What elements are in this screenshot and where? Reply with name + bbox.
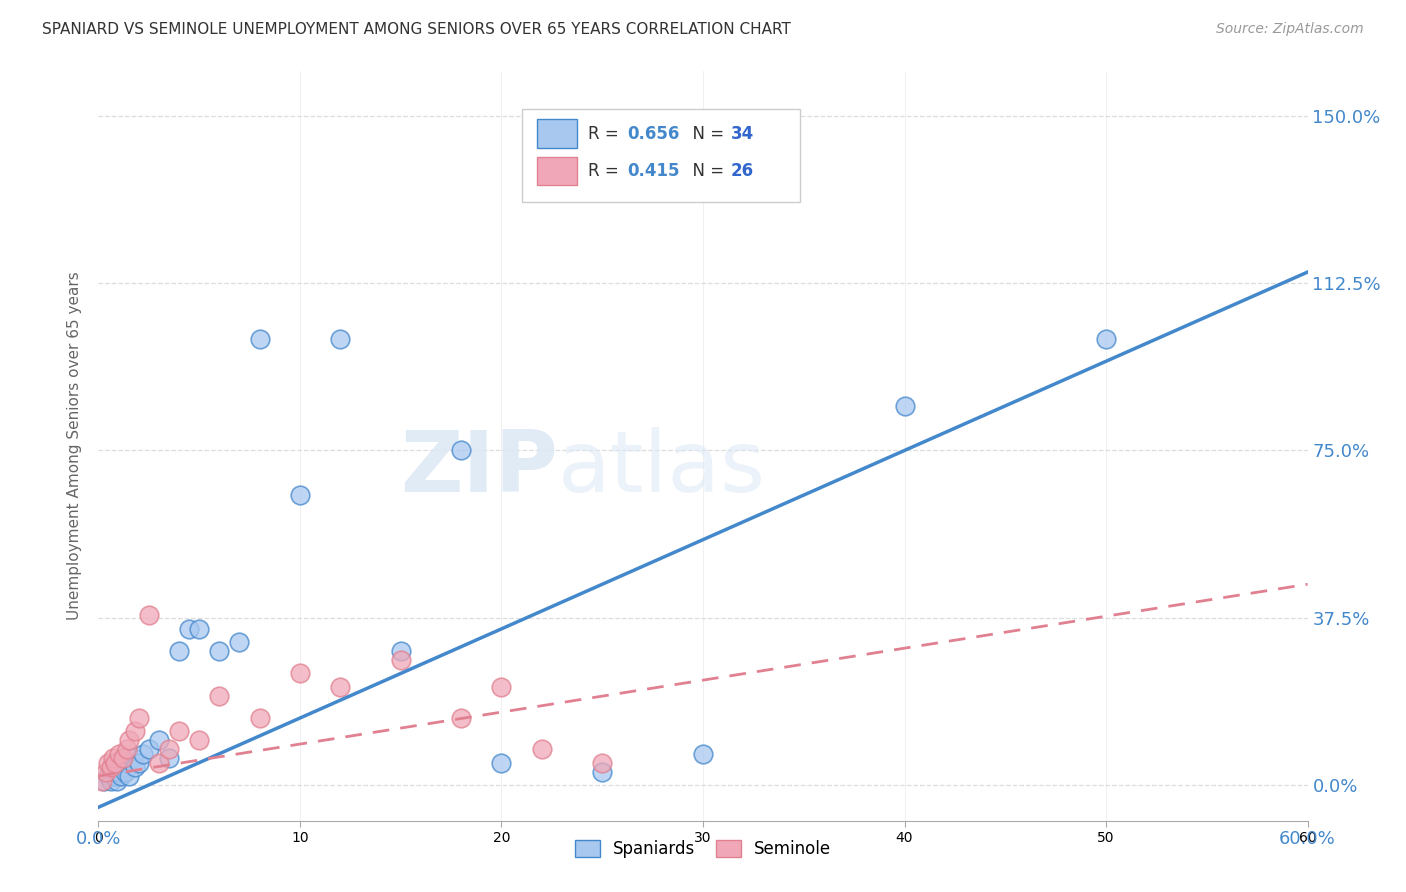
Point xyxy=(97,756,120,770)
Text: R =: R = xyxy=(588,125,624,143)
Point xyxy=(329,332,352,346)
FancyBboxPatch shape xyxy=(522,109,800,202)
Legend: Spaniards, Seminole: Spaniards, Seminole xyxy=(568,833,838,864)
Point xyxy=(591,756,613,770)
Point xyxy=(103,756,125,770)
Point xyxy=(188,733,211,747)
Point xyxy=(128,756,150,770)
Point xyxy=(228,635,250,649)
Point xyxy=(530,742,553,756)
Point xyxy=(118,733,141,747)
Point xyxy=(103,769,125,783)
Point xyxy=(329,680,352,694)
Point xyxy=(893,399,915,413)
Text: N =: N = xyxy=(682,162,730,180)
Point xyxy=(111,760,134,774)
Point xyxy=(101,751,124,765)
Point xyxy=(124,760,146,774)
Point xyxy=(167,644,190,658)
Point xyxy=(132,747,155,761)
Text: atlas: atlas xyxy=(558,427,766,510)
Point xyxy=(188,622,211,636)
Point xyxy=(128,711,150,725)
Text: 60.0%: 60.0% xyxy=(1279,830,1336,847)
Point xyxy=(138,742,160,756)
Text: N =: N = xyxy=(682,125,730,143)
Point xyxy=(101,764,124,779)
Point xyxy=(100,773,122,788)
Point xyxy=(118,769,141,783)
Point xyxy=(91,773,114,788)
Text: 0.0%: 0.0% xyxy=(76,830,121,847)
Text: SPANIARD VS SEMINOLE UNEMPLOYMENT AMONG SENIORS OVER 65 YEARS CORRELATION CHART: SPANIARD VS SEMINOLE UNEMPLOYMENT AMONG … xyxy=(42,22,792,37)
Point xyxy=(107,747,129,761)
Point xyxy=(110,769,132,783)
Point xyxy=(491,680,513,694)
Point xyxy=(450,443,472,458)
Point xyxy=(591,764,613,779)
Point xyxy=(114,764,136,779)
Bar xyxy=(537,120,578,148)
Point xyxy=(389,653,412,667)
Point xyxy=(389,644,412,658)
Point xyxy=(249,332,271,346)
Point xyxy=(148,733,170,747)
Point xyxy=(107,764,129,779)
Point xyxy=(450,711,472,725)
Point xyxy=(179,622,201,636)
Y-axis label: Unemployment Among Seniors over 65 years: Unemployment Among Seniors over 65 years xyxy=(67,272,83,620)
Point xyxy=(93,773,115,788)
Point xyxy=(111,751,134,765)
Point xyxy=(157,742,180,756)
Point xyxy=(138,608,160,623)
Text: 0.415: 0.415 xyxy=(627,162,679,180)
Bar xyxy=(537,157,578,186)
Point xyxy=(167,724,190,739)
Point xyxy=(1095,332,1118,346)
Text: Source: ZipAtlas.com: Source: ZipAtlas.com xyxy=(1216,22,1364,37)
Point xyxy=(115,742,138,756)
Text: ZIP: ZIP xyxy=(401,427,558,510)
Point xyxy=(148,756,170,770)
Point xyxy=(121,751,143,765)
Point xyxy=(208,689,231,703)
Point xyxy=(100,760,122,774)
Text: R =: R = xyxy=(588,162,624,180)
Point xyxy=(692,747,714,761)
Text: 0.656: 0.656 xyxy=(627,125,679,143)
Point xyxy=(96,764,118,779)
Text: 34: 34 xyxy=(731,125,754,143)
Point xyxy=(288,488,311,502)
Point xyxy=(157,751,180,765)
Point xyxy=(288,666,311,681)
Point xyxy=(491,756,513,770)
Point xyxy=(97,769,120,783)
Point xyxy=(208,644,231,658)
Point xyxy=(249,711,271,725)
Text: 26: 26 xyxy=(731,162,754,180)
Point xyxy=(124,724,146,739)
Point xyxy=(105,773,128,788)
Point xyxy=(115,756,138,770)
